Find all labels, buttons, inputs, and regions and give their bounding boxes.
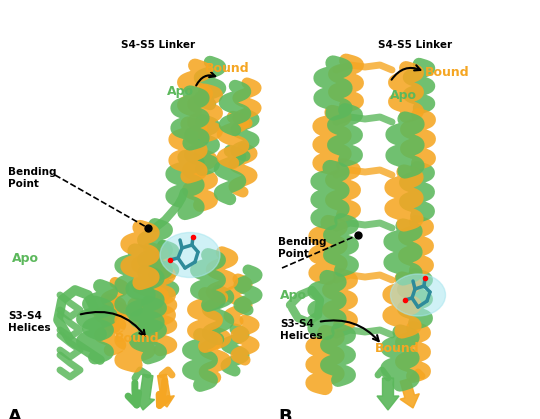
FancyArrow shape: [400, 379, 420, 408]
Text: A: A: [8, 408, 22, 419]
Text: Bound: Bound: [425, 65, 470, 78]
Text: Bending
Point: Bending Point: [278, 237, 327, 259]
Text: Bound: Bound: [115, 331, 160, 344]
FancyArrow shape: [157, 374, 174, 407]
Ellipse shape: [390, 274, 445, 316]
Ellipse shape: [160, 233, 220, 277]
Text: S3-S4
Helices: S3-S4 Helices: [8, 311, 51, 333]
Text: Bound: Bound: [205, 62, 249, 75]
Text: S4-S5 Linker: S4-S5 Linker: [378, 40, 452, 50]
FancyArrow shape: [135, 374, 154, 410]
Text: B: B: [278, 408, 292, 419]
FancyArrow shape: [377, 378, 399, 410]
Text: S3-S4
Helices: S3-S4 Helices: [280, 319, 322, 341]
Text: Bound: Bound: [375, 341, 420, 354]
Text: Apo: Apo: [167, 85, 194, 98]
Text: Apo: Apo: [280, 289, 307, 302]
Text: Apo: Apo: [390, 88, 417, 101]
Text: S4-S5 Linker: S4-S5 Linker: [121, 40, 195, 50]
Text: Bending
Point: Bending Point: [8, 167, 57, 189]
Text: Apo: Apo: [12, 251, 39, 264]
